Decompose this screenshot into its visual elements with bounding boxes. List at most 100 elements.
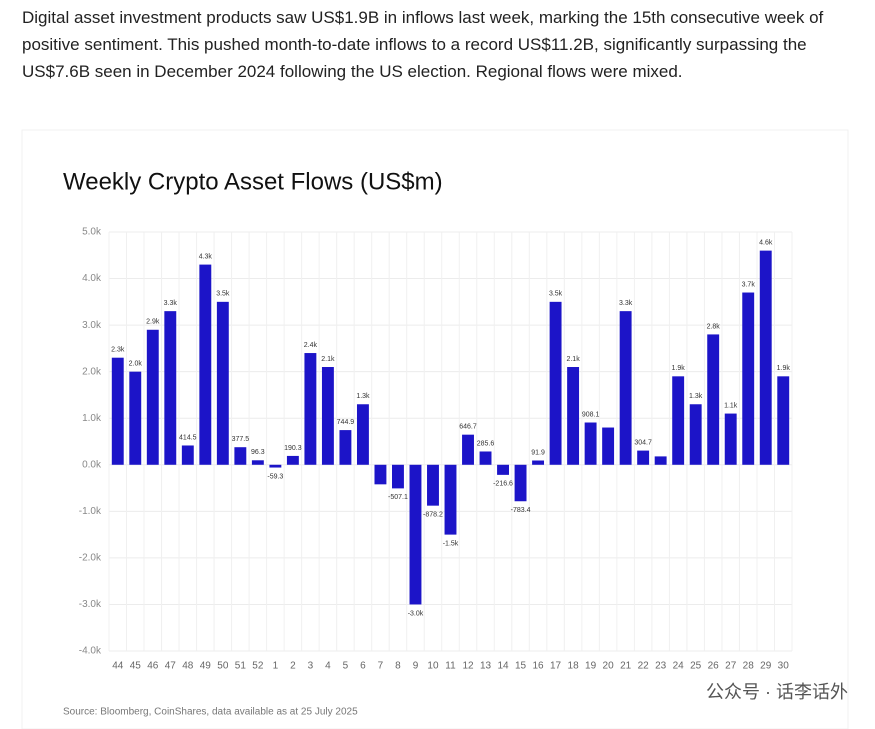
bar xyxy=(532,460,545,465)
x-tick-label: 24 xyxy=(673,661,685,672)
x-tick-label: 29 xyxy=(760,661,772,672)
bar xyxy=(339,430,352,465)
data-label: -59.3 xyxy=(267,473,283,480)
data-label: 3.5k xyxy=(216,291,230,298)
data-label: 4.6k xyxy=(759,239,773,246)
data-label: -3.0k xyxy=(408,610,424,617)
bar xyxy=(637,450,650,465)
bar xyxy=(392,464,404,489)
bar xyxy=(549,301,562,465)
bar xyxy=(286,455,299,465)
data-label: 377.5 xyxy=(232,436,250,443)
x-tick-label: 18 xyxy=(568,661,580,672)
data-label: 3.3k xyxy=(619,300,633,307)
x-tick-label: 50 xyxy=(217,661,229,672)
bar xyxy=(602,427,615,465)
x-tick-label: 21 xyxy=(620,661,632,672)
data-label: 1.9k xyxy=(672,365,686,372)
bar xyxy=(444,464,457,535)
bar xyxy=(497,464,509,475)
y-tick-label: -4.0k xyxy=(79,646,102,657)
data-label: 2.8k xyxy=(707,323,721,330)
data-label: 91.9 xyxy=(531,449,545,456)
bar xyxy=(111,357,124,465)
x-tick-label: 28 xyxy=(743,661,755,672)
data-label: 1.3k xyxy=(356,393,370,400)
y-tick-label: 1.0k xyxy=(82,413,102,424)
bar xyxy=(654,456,667,465)
bar xyxy=(689,404,702,465)
data-label: 2.4k xyxy=(304,342,318,349)
y-tick-label: 5.0k xyxy=(82,227,102,238)
x-tick-label: 46 xyxy=(147,661,159,672)
x-tick-label: 7 xyxy=(378,661,384,672)
chart-source: Source: Bloomberg, CoinShares, data avai… xyxy=(63,707,358,718)
bar xyxy=(251,460,264,465)
x-tick-label: 1 xyxy=(273,661,279,672)
x-tick-label: 3 xyxy=(308,661,314,672)
chart-frame xyxy=(21,129,849,729)
x-tick-label: 52 xyxy=(252,661,264,672)
x-tick-label: 30 xyxy=(778,661,790,672)
y-tick-label: 2.0k xyxy=(82,366,102,377)
data-label: 3.3k xyxy=(164,300,178,307)
x-tick-label: 48 xyxy=(182,661,194,672)
bar xyxy=(584,422,597,465)
x-tick-label: 15 xyxy=(515,661,527,672)
data-label: 646.7 xyxy=(459,424,477,431)
x-tick-label: 22 xyxy=(638,661,650,672)
bar xyxy=(777,376,790,465)
bar xyxy=(234,447,247,465)
data-label: -1.5k xyxy=(443,540,459,547)
bar xyxy=(321,367,334,465)
x-tick-label: 10 xyxy=(427,661,439,672)
bar xyxy=(356,404,369,465)
x-tick-label: 27 xyxy=(725,661,737,672)
bar xyxy=(724,413,737,465)
data-label: 190.3 xyxy=(284,445,302,452)
bar xyxy=(672,376,685,465)
y-tick-label: -3.0k xyxy=(79,599,102,610)
x-tick-label: 6 xyxy=(360,661,366,672)
bar xyxy=(514,464,527,502)
bar xyxy=(567,367,580,465)
x-tick-label: 49 xyxy=(200,661,212,672)
data-label: 1.1k xyxy=(724,402,738,409)
data-label: 3.7k xyxy=(742,281,756,288)
bar xyxy=(164,311,177,465)
data-label: 2.1k xyxy=(321,356,335,363)
x-tick-label: 12 xyxy=(462,661,474,672)
bar xyxy=(216,301,229,465)
x-tick-label: 5 xyxy=(343,661,349,672)
bar xyxy=(742,292,755,465)
x-tick-label: 51 xyxy=(235,661,247,672)
data-label: 4.3k xyxy=(199,253,213,260)
x-tick-label: 14 xyxy=(497,661,509,672)
bar xyxy=(199,264,212,465)
x-tick-label: 4 xyxy=(325,661,331,672)
x-tick-label: 17 xyxy=(550,661,562,672)
y-tick-label: -1.0k xyxy=(79,506,102,517)
x-tick-label: 20 xyxy=(603,661,615,672)
data-label: 2.3k xyxy=(111,347,125,354)
bar xyxy=(269,464,282,468)
x-tick-label: 8 xyxy=(395,661,401,672)
bar xyxy=(462,434,474,465)
bar xyxy=(129,371,142,465)
x-tick-label: 2 xyxy=(290,661,296,672)
data-label: 1.3k xyxy=(689,393,703,400)
chart-title: Weekly Crypto Asset Flows (US$m) xyxy=(63,168,443,195)
bar xyxy=(619,311,632,465)
bar xyxy=(759,250,772,465)
bar xyxy=(181,445,194,465)
data-label: 908.1 xyxy=(582,411,600,418)
article-paragraph: Digital asset investment products saw US… xyxy=(22,8,824,81)
y-tick-label: 4.0k xyxy=(82,273,102,284)
bar xyxy=(146,329,159,465)
bar xyxy=(374,464,387,485)
y-tick-label: -2.0k xyxy=(79,553,102,564)
data-label: 2.1k xyxy=(566,356,580,363)
data-label: -878.2 xyxy=(423,512,443,519)
